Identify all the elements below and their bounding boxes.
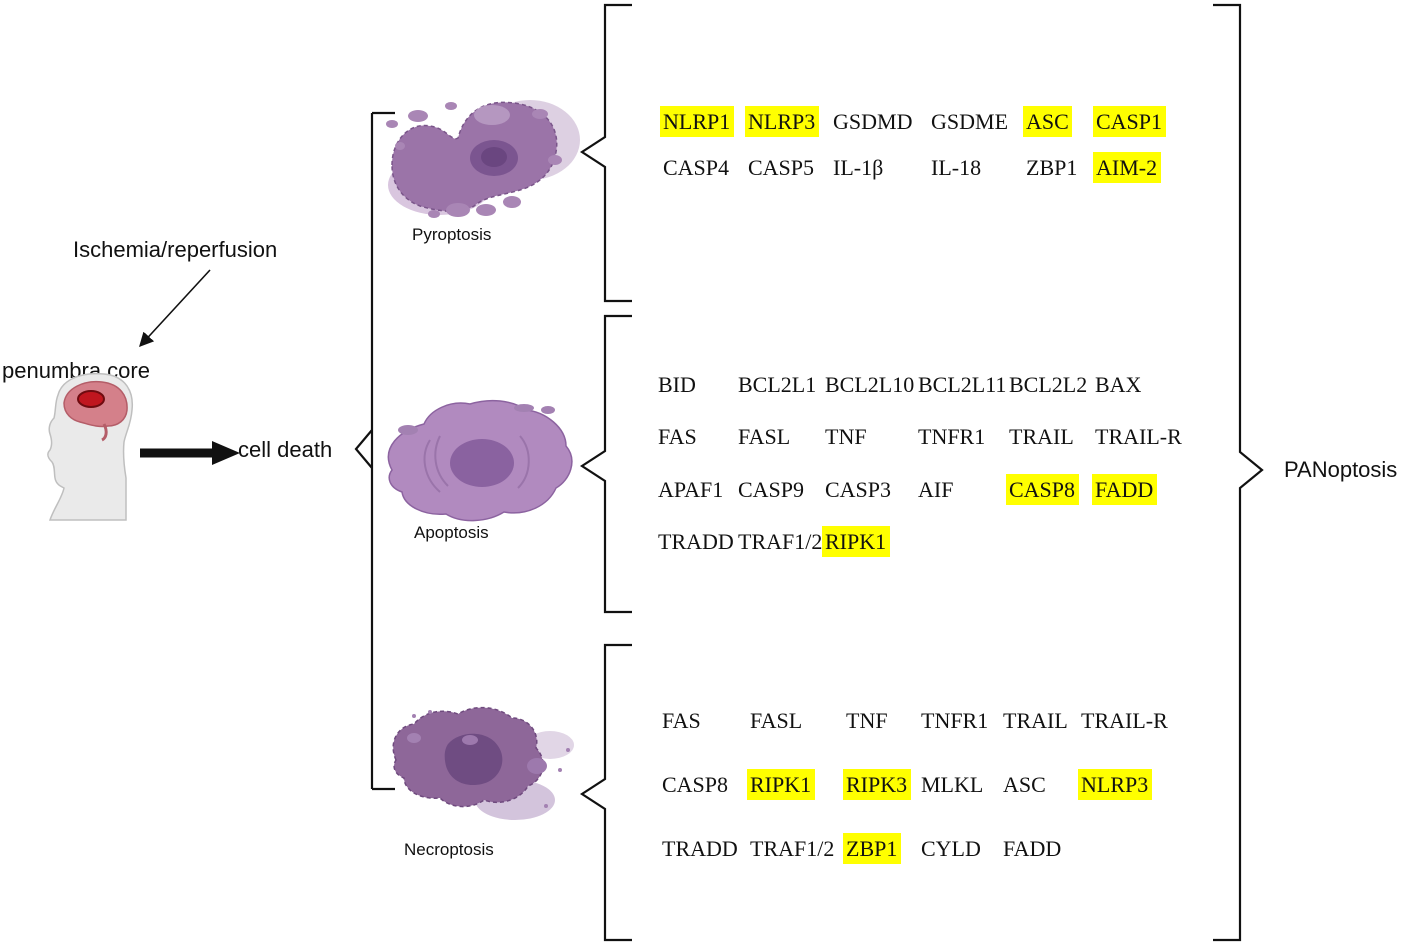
penumbra-core-marker	[77, 390, 105, 408]
gene-pyroptosis-casp4: CASP4	[663, 155, 729, 180]
human-head-icon	[47, 372, 134, 521]
gene-apoptosis-fas: FAS	[658, 424, 697, 449]
gene-necroptosis-ripk3: RIPK3	[846, 772, 907, 797]
gene-necroptosis-trailr: TRAIL-R	[1081, 708, 1168, 733]
gene-apoptosis-bcl2l2: BCL2L2	[1009, 372, 1087, 397]
cell-death-arrow-head	[212, 441, 240, 465]
gene-apoptosis-casp9: CASP9	[738, 477, 804, 502]
gene-necroptosis-zbp1: ZBP1	[846, 836, 897, 861]
gene-highlight	[843, 769, 911, 800]
apoptosis-brace	[579, 314, 632, 614]
gene-pyroptosis-casp5: CASP5	[748, 155, 814, 180]
gene-apoptosis-ripk1: RIPK1	[825, 529, 886, 554]
apoptosis-cell-icon	[387, 399, 573, 522]
gene-apoptosis-apaf1: APAF1	[658, 477, 723, 502]
gene-pyroptosis-nlrp3: NLRP3	[748, 109, 815, 134]
gene-apoptosis-aif: AIF	[918, 477, 953, 502]
gene-pyroptosis-casp1: CASP1	[1096, 109, 1162, 134]
ischemia-reperfusion-label: Ischemia/reperfusion	[73, 237, 277, 262]
gene-highlight	[660, 106, 734, 137]
gene-highlight	[1092, 474, 1157, 505]
gene-necroptosis-mlkl: MLKL	[921, 772, 983, 797]
gene-pyroptosis-il1: IL-1β	[833, 155, 883, 180]
gene-highlight	[1023, 106, 1072, 137]
gene-apoptosis-bcl2l11: BCL2L11	[918, 372, 1006, 397]
gene-pyroptosis-asc: ASC	[1026, 109, 1069, 134]
gene-highlight	[1078, 769, 1152, 800]
gene-pyroptosis-gsdmd: GSDMD	[833, 109, 912, 134]
gene-pyroptosis-zbp1: ZBP1	[1026, 155, 1077, 180]
gene-pyroptosis-gsdme: GSDME	[931, 109, 1008, 134]
pyroptosis-cell-icon	[386, 100, 580, 218]
gene-highlight	[745, 106, 819, 137]
gene-grid: NLRP1 NLRP3 GSDMD GSDME ASC CASP1 CASP4 CASP5 IL…	[658, 106, 1182, 864]
gene-apoptosis-tnf: TNF	[825, 424, 867, 449]
gene-pyroptosis-aim2: AIM-2	[1096, 155, 1157, 180]
gene-apoptosis-fasl: FASL	[738, 424, 790, 449]
gene-pyroptosis-nlrp1: NLRP1	[663, 109, 730, 134]
gene-apoptosis-tradd: TRADD	[658, 529, 734, 554]
gene-apoptosis-casp3: CASP3	[825, 477, 891, 502]
gene-apoptosis-bcl2l10: BCL2L10	[825, 372, 914, 397]
gene-necroptosis-fas: FAS	[662, 708, 701, 733]
gene-apoptosis-bid: BID	[658, 372, 696, 397]
gene-necroptosis-ripk1: RIPK1	[750, 772, 811, 797]
gene-apoptosis-fadd: FADD	[1095, 477, 1153, 502]
gene-necroptosis-tradd: TRADD	[662, 836, 738, 861]
gene-highlight	[822, 526, 890, 557]
gene-highlight	[1093, 152, 1161, 183]
necroptosis-brace	[579, 643, 632, 942]
panoptosis-label: PANoptosis	[1284, 457, 1397, 482]
gene-apoptosis-tnfr1: TNFR1	[918, 424, 985, 449]
gene-highlight	[1093, 106, 1166, 137]
pathway-label-necroptosis: Necroptosis	[404, 840, 494, 859]
gene-apoptosis-bcl2l1: BCL2L1	[738, 372, 816, 397]
gene-necroptosis-fasl: FASL	[750, 708, 802, 733]
gene-apoptosis-trail: TRAIL	[1009, 424, 1074, 449]
gene-apoptosis-trailr: TRAIL-R	[1095, 424, 1182, 449]
gene-necroptosis-cyld: CYLD	[921, 836, 981, 861]
gene-necroptosis-tnf: TNF	[846, 708, 888, 733]
gene-highlight	[843, 833, 901, 864]
gene-necroptosis-asc: ASC	[1003, 772, 1046, 797]
necroptosis-cell-icon	[392, 706, 574, 820]
gene-apoptosis-bax: BAX	[1095, 372, 1142, 397]
gene-necroptosis-casp8: CASP8	[662, 772, 728, 797]
cell-death-label: cell death	[238, 437, 332, 462]
insult-arrow	[139, 269, 211, 348]
gene-necroptosis-nlrp3: NLRP3	[1081, 772, 1148, 797]
gene-highlight	[1006, 474, 1079, 505]
panoptosis-bracket	[1213, 3, 1264, 942]
gene-apoptosis-traf12: TRAF1/2	[738, 529, 822, 554]
gene-necroptosis-tnfr1: TNFR1	[921, 708, 988, 733]
pathway-label-pyroptosis: Pyroptosis	[412, 225, 491, 244]
gene-highlight	[747, 769, 815, 800]
cell-death-bracket	[354, 111, 395, 791]
gene-necroptosis-fadd: FADD	[1003, 836, 1061, 861]
pyroptosis-brace	[579, 3, 632, 303]
gene-pyroptosis-il18: IL-18	[931, 155, 981, 180]
pathway-label-apoptosis: Apoptosis	[414, 523, 489, 542]
gene-necroptosis-traf12: TRAF1/2	[750, 836, 834, 861]
gene-apoptosis-casp8: CASP8	[1009, 477, 1075, 502]
gene-necroptosis-trail: TRAIL	[1003, 708, 1068, 733]
